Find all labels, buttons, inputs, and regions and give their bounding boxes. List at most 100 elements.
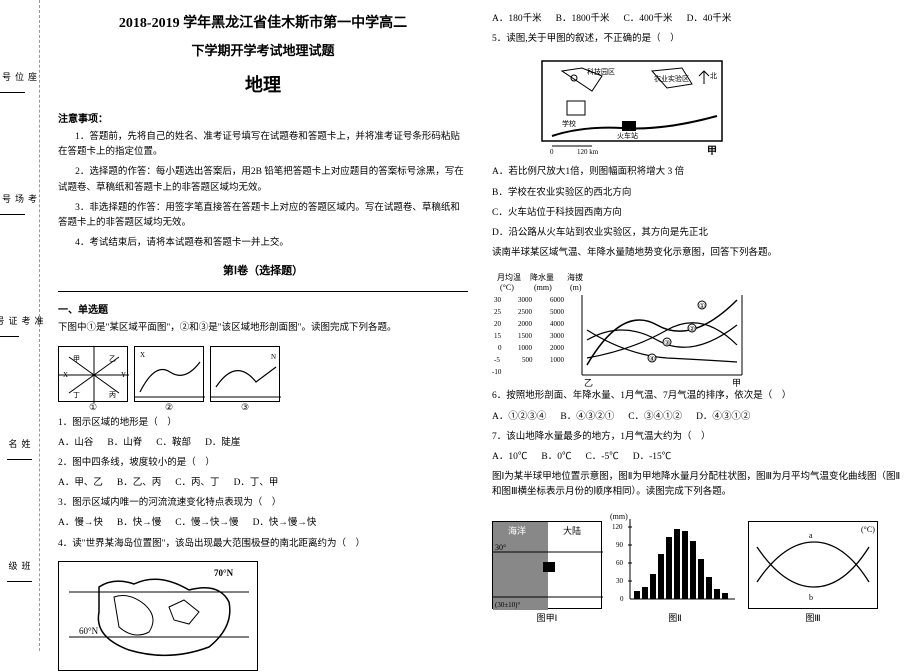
figure-1: X Y 甲 乙 丁 丙 ①: [58, 346, 128, 402]
svg-text:20: 20: [494, 320, 502, 328]
svg-text:(30±10)°: (30±10)°: [495, 601, 521, 609]
q2: 2．图中四条线，坡度较小的是（ ）: [58, 456, 468, 471]
svg-text:甲: 甲: [707, 145, 717, 156]
svg-text:④: ④: [649, 355, 655, 363]
svg-text:X: X: [63, 371, 68, 379]
svg-text:(m): (m): [570, 283, 582, 292]
q5a: A．若比例尺放大1倍，则图幅面积将增大 3 倍: [492, 165, 902, 180]
divider: [58, 291, 468, 292]
svg-text:(°C): (°C): [500, 283, 514, 292]
svg-text:丁: 丁: [73, 391, 80, 399]
q6-choices: A．①②③④ B．④③②① C．③④①② D．④③①②: [492, 410, 902, 425]
svg-text:③: ③: [664, 339, 670, 347]
figure-row-1: X Y 甲 乙 丁 丙 ① X ②: [58, 346, 468, 402]
q5b: B．学校在农业实验区的西北方向: [492, 186, 902, 201]
svg-text:丙: 丙: [109, 391, 116, 399]
figure-chart-q67: 月均温 降水量 海拔 (°C) (mm) (m) 3030006000 2525…: [492, 270, 752, 380]
q5c: C．火车站位于科技园西南方向: [492, 206, 902, 221]
notice-1: 1．答题前，先将自己的姓名、准考证号填写在试题卷和答题卡上，并将准考证号条形码粘…: [58, 130, 468, 160]
svg-text:1500: 1500: [518, 332, 533, 340]
svg-text:2000: 2000: [518, 320, 533, 328]
notice-header: 注意事项：: [58, 110, 468, 125]
sidebar-examid: 准考证号: [0, 316, 46, 334]
figure-3b-wrap: (mm) 120 90 60 30 0: [610, 509, 740, 624]
svg-text:2500: 2500: [518, 308, 533, 316]
svg-text:(mm): (mm): [534, 283, 552, 292]
svg-text:0: 0: [620, 595, 624, 603]
svg-text:乙: 乙: [584, 378, 593, 388]
intro-3: 图Ⅰ为某半球甲地位置示意图，图Ⅱ为甲地降水量月分配柱状图，图Ⅲ为月平均气温变化曲…: [492, 470, 902, 500]
figure-3c-wrap: (°C) a b 图Ⅲ: [748, 521, 878, 624]
svg-text:2000: 2000: [550, 344, 565, 352]
svg-text:Y: Y: [121, 371, 126, 379]
notice-2: 2．选择题的作答：每小题选出答案后，用2B 铅笔把答题卡上对应题目的答案标号涂黑…: [58, 165, 468, 195]
sidebar-name: 姓名: [7, 439, 33, 457]
q4-choices: A．180千米 B．1800千米 C．400千米 D．40千米: [492, 12, 902, 27]
svg-text:4000: 4000: [550, 320, 565, 328]
svg-text:15: 15: [494, 332, 502, 340]
q3-choices: A．慢→快 B．快→慢 C．慢→快→慢 D．快→慢→快: [58, 516, 468, 531]
svg-text:6000: 6000: [550, 296, 565, 304]
notice-4: 4．考试结束后，请将本试题卷和答题卡一并上交。: [58, 236, 468, 251]
part1-title: 第Ⅰ卷（选择题）: [58, 262, 468, 278]
title-line1: 2018-2019 学年黑龙江省佳木斯市第一中学高二: [58, 12, 468, 32]
notice-3: 3．非选择题的作答：用签字笔直接答在答题卡上对应的答题区域内。写在试题卷、草稿纸…: [58, 201, 468, 231]
svg-text:1000: 1000: [518, 344, 533, 352]
figure-3a: 海洋 大陆 30° (30±10)°: [492, 521, 602, 609]
svg-text:-10: -10: [492, 368, 502, 376]
svg-text:①: ①: [699, 302, 705, 310]
left-column: 2018-2019 学年黑龙江省佳木斯市第一中学高二 下学期开学考试地理试题 地…: [58, 12, 468, 643]
svg-text:(°C): (°C): [861, 525, 875, 534]
q-intro-1: 下图中①是"某区域平面图"，②和③是"该区域地形剖面图"。读图完成下列各题。: [58, 321, 468, 336]
figure-3b: (mm) 120 90 60 30 0: [610, 509, 740, 609]
svg-text:②: ②: [689, 325, 695, 333]
q6: 6．按照地形剖面、年降水量、1月气温、7月气温的排序，依次是（ ）: [492, 389, 902, 404]
q1-choices: A．山谷 B．山脊 C．鞍部 D．陡崖: [58, 436, 468, 451]
svg-text:30: 30: [494, 296, 502, 304]
svg-text:X: X: [140, 351, 145, 359]
svg-text:500: 500: [522, 356, 533, 364]
q1: 1．图示区域的地形是（ ）: [58, 416, 468, 431]
svg-text:乙: 乙: [109, 355, 116, 363]
svg-text:火车站: 火车站: [617, 131, 638, 140]
svg-text:科技园区: 科技园区: [587, 67, 615, 76]
svg-text:70°N: 70°N: [214, 568, 234, 578]
svg-text:a: a: [809, 531, 813, 540]
q7-choices: A．10℃ B．0℃ C．-5℃ D．-15℃: [492, 450, 902, 465]
q7: 7．该山地降水量最多的地方，1月气温大约为（ ）: [492, 430, 902, 445]
figure-2: X ②: [134, 346, 204, 402]
sidebar-class: 班级: [7, 561, 33, 579]
q2-choices: A．甲、乙 B．乙、丙 C．丙、丁 D．丁、甲: [58, 476, 468, 491]
sec1-title: 一、单选题: [58, 301, 468, 316]
title-line2: 下学期开学考试地理试题: [58, 40, 468, 59]
svg-text:120 km: 120 km: [577, 148, 599, 156]
svg-text:海洋: 海洋: [508, 525, 526, 536]
right-column: A．180千米 B．1800千米 C．400千米 D．40千米 5．读图,关于甲…: [492, 12, 902, 643]
q3: 3．图示区域内唯一的河流流速变化特点表现为（ ）: [58, 496, 468, 511]
svg-text:b: b: [809, 593, 813, 602]
title-subject: 地理: [58, 71, 468, 97]
svg-text:120: 120: [612, 523, 623, 531]
svg-text:大陆: 大陆: [563, 525, 581, 536]
sidebar-seat: 座位号: [0, 72, 39, 90]
svg-text:月均温: 月均温: [497, 272, 521, 282]
svg-text:海拔: 海拔: [567, 272, 583, 282]
svg-text:0: 0: [498, 344, 502, 352]
svg-text:60°N: 60°N: [79, 626, 99, 636]
svg-text:甲: 甲: [73, 355, 80, 363]
svg-text:0: 0: [550, 148, 554, 156]
svg-text:1000: 1000: [550, 356, 565, 364]
figure-3a-wrap: 海洋 大陆 30° (30±10)° 图甲Ⅰ: [492, 521, 602, 624]
svg-text:学校: 学校: [562, 119, 576, 128]
svg-text:农业实验区: 农业实验区: [654, 74, 689, 83]
svg-text:30°: 30°: [495, 543, 506, 552]
svg-text:北: 北: [710, 72, 717, 80]
svg-text:3000: 3000: [550, 332, 565, 340]
figure-3c: (°C) a b: [748, 521, 878, 609]
q4: 4．读"世界某海岛位置图"，该岛出现最大范围极昼的南北距离约为（ ）: [58, 537, 468, 552]
binding-sidebar: 座位号 考场号 准考证号 姓名 班级: [0, 0, 40, 651]
svg-text:90: 90: [616, 541, 624, 549]
intro-2: 读南半球某区域气温、年降水量随地势变化示意图，回答下列各题。: [492, 246, 902, 261]
svg-text:降水量: 降水量: [530, 272, 554, 282]
figure-map-q5: 科技园区 农业实验区 学校 火车站 0 120 km 甲 北: [532, 56, 732, 156]
